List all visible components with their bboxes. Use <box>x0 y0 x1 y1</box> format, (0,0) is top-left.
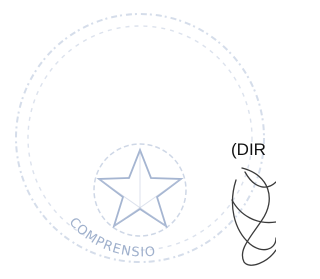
heading-fragment: (DIR <box>231 140 266 159</box>
page: COMPRENSIO (DIR (() => { const data = JS… <box>0 0 320 279</box>
scan: COMPRENSIO (DIR <box>0 0 276 279</box>
